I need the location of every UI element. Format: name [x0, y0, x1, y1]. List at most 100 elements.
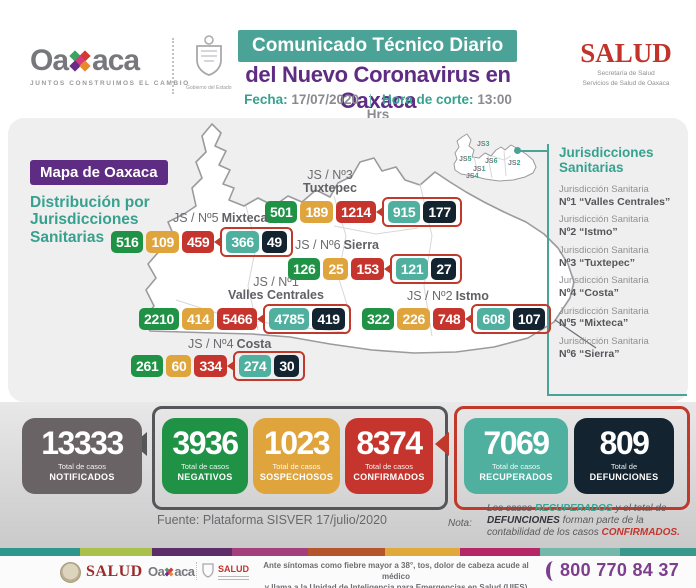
- chip-confirmados: 1214: [335, 201, 376, 224]
- chip-defunciones: 27: [431, 258, 457, 281]
- chip-recuperados: 274: [238, 355, 272, 378]
- group-arrow-icon: [383, 264, 391, 275]
- group-recuperados-defunciones: 915 177: [375, 197, 462, 228]
- label-costa: JS / Nº4 Costa: [188, 337, 272, 351]
- map-panel: Mapa de Oaxaca Distribución por Jurisdic…: [8, 118, 688, 402]
- total-sospechosos: 1023 Total de casos SOSPECHOSOS: [253, 418, 340, 494]
- chip-recuperados: 121: [395, 258, 429, 281]
- group-arrow-icon: [214, 237, 222, 248]
- map-distribution-subtitle: Distribución por Jurisdicciones Sanitari…: [30, 194, 150, 246]
- chip-sospechosos: 25: [323, 258, 349, 281]
- group-recuperados-defunciones: 366 49: [214, 227, 293, 258]
- label-mixteca: JS / Nº5 Mixteca: [173, 211, 268, 225]
- chip-sospechosos: 189: [300, 201, 333, 224]
- footer-bar: [0, 556, 696, 588]
- svg-text:JS5: JS5: [459, 156, 472, 163]
- chip-negativos: 261: [131, 355, 164, 378]
- legend-item: Jurisdicción Sanitaria Nº6 “Sierra”: [559, 336, 649, 360]
- oaxaca-inset-map: JS5 JS3 JS6 JS1 JS2 JS4: [453, 133, 537, 182]
- group-arrow-icon: [375, 207, 383, 218]
- phone-icon: [546, 561, 561, 581]
- source-line: Fuente: Plataforma SISVER 17/julio/2020: [157, 513, 387, 527]
- chip-recuperados: 366: [226, 231, 259, 254]
- header-divider: [172, 38, 174, 94]
- salud-logo: SALUD Secretaría de Salud Servicios de S…: [566, 38, 686, 89]
- legend-item: Jurisdicción Sanitaria Nº1 “Valles Centra…: [559, 183, 671, 208]
- footer-divider: [196, 562, 197, 580]
- state-crest-small-icon: [202, 563, 214, 578]
- jurisdictions-legend: Jurisdicciones Sanitarias Jurisdicción S…: [547, 144, 687, 396]
- inset-connector-line: [520, 150, 547, 152]
- map-pointer-line: [554, 319, 597, 349]
- legend-item: Jurisdicción Sanitaria Nº4 “Costa”: [559, 275, 649, 299]
- oaxaca-logo-pre: Oa: [30, 44, 69, 77]
- report-title-badge: Comunicado Técnico Diario: [238, 30, 518, 62]
- chip-defunciones: 30: [274, 355, 300, 378]
- notified-bracket-outline: [152, 406, 448, 510]
- inset-connector-dot: [514, 147, 521, 154]
- chip-sospechosos: 226: [397, 308, 430, 331]
- oaxaca-logo: Oa aca JUNTOS CONSTRUIMOS EL CAMBIO: [30, 44, 190, 87]
- salud-subline-1: Secretaría de Salud: [597, 70, 655, 77]
- federal-seal-icon: [60, 562, 81, 583]
- label-sierra: JS / Nº6 Sierra: [295, 238, 380, 252]
- group-recuperados-defunciones: 608 107: [465, 304, 552, 335]
- oaxaca-x-icon: [164, 567, 174, 576]
- stats-row-valles-centrales: 2210 414 5466 4785 419: [139, 304, 351, 335]
- group-arrow-icon: [257, 314, 265, 325]
- label-tuxtepec: JS / Nº3 Tuxtepec: [303, 168, 357, 196]
- chip-confirmados: 748: [432, 308, 466, 331]
- group-recuperados-defunciones: 4785 419: [257, 304, 351, 335]
- svg-text:JS2: JS2: [508, 160, 521, 167]
- report-subtitle: del Nuevo Coronavirus en Oaxaca: [245, 62, 511, 113]
- chip-defunciones: 107: [512, 308, 546, 331]
- chip-negativos: 501: [265, 201, 298, 224]
- total-negativos: 3936 Total de casos NEGATIVOS: [162, 418, 248, 494]
- oaxaca-logo-post: aca: [92, 44, 140, 77]
- legend-item: Jurisdicción Sanitaria Nº2 “Istmo”: [559, 214, 649, 239]
- gov-label: Gobierno del Estado: [186, 85, 232, 91]
- state-crest-icon: [195, 35, 222, 76]
- note-text: Los casos RECUPERADOS y el total de DEFU…: [487, 503, 680, 538]
- group-arrow-icon: [226, 361, 234, 372]
- chip-confirmados: 153: [351, 258, 384, 281]
- chip-defunciones: 419: [312, 308, 345, 331]
- cutoff-label: Hora de corte:: [382, 92, 474, 107]
- recovered-deaths-outline: [454, 406, 690, 510]
- federal-salud-logo: SALUD: [86, 563, 143, 580]
- svg-text:JS4: JS4: [466, 173, 479, 180]
- stats-row-sierra: 126 25 153 121 27: [288, 254, 463, 285]
- logo-lines: [218, 576, 249, 580]
- legend-item: Jurisdicción Sanitaria Nº5 “Mixteca”: [559, 305, 649, 330]
- chip-sospechosos: 414: [181, 308, 215, 331]
- total-confirmados: 8374 Total de casos CONFIRMADOS: [345, 418, 433, 494]
- chip-recuperados: 4785: [269, 308, 310, 331]
- chip-defunciones: 177: [423, 201, 456, 224]
- group-recuperados-defunciones: 121 27: [383, 254, 463, 285]
- chip-recuperados: 915: [387, 201, 421, 224]
- total-defunciones: 809 Total de DEFUNCIONES: [574, 418, 674, 494]
- svg-text:JS1: JS1: [473, 166, 486, 173]
- chip-recuperados: 608: [477, 308, 510, 331]
- salud-subline-2: Servicios de Salud de Oaxaca: [582, 79, 670, 87]
- legend-title: Jurisdicciones Sanitarias: [559, 145, 654, 175]
- red-arrow-icon: [435, 432, 449, 456]
- chip-negativos: 2210: [139, 308, 179, 331]
- label-istmo: JS / Nº2 Istmo: [407, 289, 489, 303]
- chip-confirmados: 5466: [217, 308, 258, 331]
- chip-negativos: 322: [362, 308, 395, 331]
- stats-row-costa: 261 60 334 274 30: [131, 351, 306, 382]
- map-title-badge: Mapa de Oaxaca: [30, 160, 168, 185]
- oaxaca-logo-text: Oa aca: [30, 44, 190, 78]
- salud-footer-logo: SALUD: [218, 564, 249, 580]
- legend-item: Jurisdicción Sanitaria Nº3 “Tuxtepec”: [559, 244, 649, 269]
- chip-negativos: 516: [111, 231, 144, 254]
- group-recuperados-defunciones: 274 30: [226, 351, 306, 382]
- chip-confirmados: 459: [181, 231, 215, 254]
- stats-row-tuxtepec: 501 189 1214 915 177: [265, 197, 462, 228]
- svg-text:JS3: JS3: [477, 141, 490, 148]
- phone-number: 800 770 84 37: [560, 560, 680, 580]
- total-notificados: 13333 Total de casos NOTIFICADOS: [22, 418, 142, 494]
- total-recuperados: 7069 Total de casos RECUPERADOS: [464, 418, 568, 494]
